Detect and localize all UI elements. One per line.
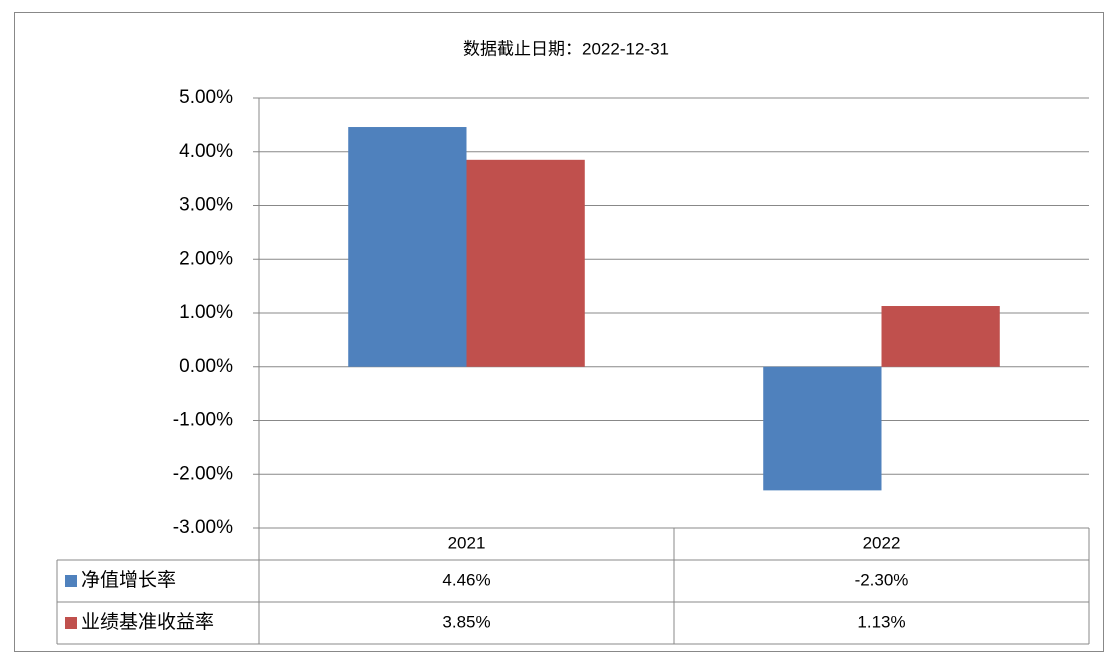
bar — [466, 159, 585, 367]
legend-swatch — [65, 617, 77, 629]
y-tick-label: -1.00% — [173, 410, 233, 431]
y-tick-label: -2.00% — [173, 463, 233, 484]
x-tick-label: 2021 — [448, 533, 486, 552]
x-tick-label: 2022 — [863, 533, 901, 552]
bar — [348, 127, 467, 367]
legend-label: 业绩基准收益率 — [81, 611, 214, 633]
value-label: 4.46% — [442, 570, 490, 589]
legend-label: 净值增长率 — [81, 569, 176, 591]
y-tick-label: 3.00% — [179, 195, 233, 216]
chart-title: 数据截止日期：2022-12-31 — [463, 39, 669, 58]
bar — [881, 306, 1000, 367]
y-tick-label: 1.00% — [179, 302, 233, 323]
y-tick-label: 0.00% — [179, 356, 233, 377]
y-tick-label: 5.00% — [179, 87, 233, 108]
value-label: 1.13% — [857, 612, 905, 631]
bar — [763, 366, 882, 491]
value-label: -2.30% — [855, 570, 909, 589]
y-tick-label: 4.00% — [179, 141, 233, 162]
y-tick-label: 2.00% — [179, 248, 233, 269]
legend-swatch — [65, 575, 77, 587]
y-tick-label: -3.00% — [173, 517, 233, 538]
value-label: 3.85% — [442, 612, 490, 631]
